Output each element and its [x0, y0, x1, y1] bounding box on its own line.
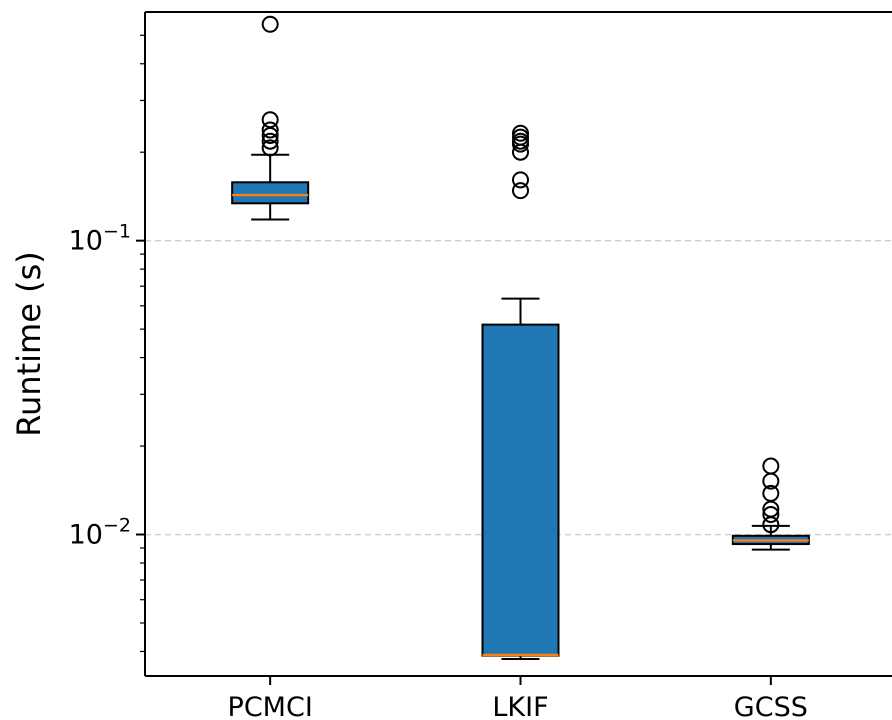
- outlier-point: [762, 457, 780, 475]
- outlier-point: [261, 15, 279, 33]
- iqr-box: [231, 181, 310, 205]
- y-tick-label: 10−1: [69, 221, 131, 257]
- x-tick-label: PCMCI: [228, 692, 313, 720]
- x-tick-label: LKIF: [492, 692, 548, 720]
- outlier-point: [762, 472, 780, 490]
- axes-layer: 10−1 10−2 PCMCI LKIF GCSS: [69, 11, 892, 720]
- outlier-point: [512, 135, 529, 153]
- box-lkif: [481, 124, 560, 661]
- boxes-layer: [231, 15, 810, 661]
- outlier-point: [261, 121, 279, 139]
- x-tick-label: GCSS: [734, 692, 808, 720]
- y-axis-label: Runtime (s): [10, 251, 48, 436]
- outlier-point: [762, 516, 780, 534]
- box-gcss: [731, 457, 810, 551]
- iqr-box: [481, 323, 560, 657]
- outlier-point: [512, 171, 529, 189]
- outlier-point: [512, 143, 529, 161]
- outlier-point: [512, 182, 529, 200]
- outlier-point: [261, 139, 279, 157]
- outlier-point: [762, 505, 780, 523]
- outlier-point: [261, 132, 279, 150]
- y-tick-label: 10−2: [69, 515, 131, 551]
- box-pcmci: [231, 15, 310, 221]
- outlier-point: [261, 126, 279, 144]
